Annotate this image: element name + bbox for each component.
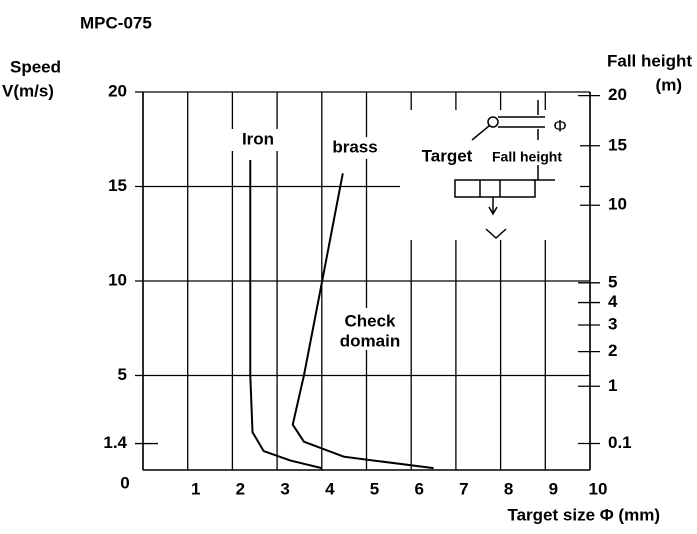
y2-tick-label: 1 — [608, 376, 617, 395]
y-tick-label: 15 — [108, 176, 127, 195]
y2-tick-label: 4 — [608, 292, 618, 311]
y2-tick-label: 20 — [608, 85, 627, 104]
annotation: Φ — [553, 116, 567, 135]
label-background — [325, 137, 385, 159]
x-axis-label: Target size Φ (mm) — [507, 505, 660, 524]
series-label: brass — [332, 137, 377, 156]
line — [291, 173, 434, 470]
y2-tick-label: 10 — [608, 195, 627, 214]
y2-tick-label: 0.1 — [608, 433, 632, 452]
y-tick-label: 1.4 — [103, 433, 127, 452]
annotation: domain — [340, 331, 400, 350]
x-tick-label: 0 — [120, 473, 129, 492]
y2-axis-label: Fall height — [607, 51, 692, 70]
y2-tick-label: 2 — [608, 341, 617, 360]
y2-tick-label: 3 — [608, 314, 617, 333]
annotation: Target — [422, 146, 473, 165]
x-tick-label: 1 — [191, 479, 200, 498]
x-tick-label: 2 — [236, 479, 245, 498]
x-tick-label: 8 — [504, 479, 513, 498]
y2-axis-label: (m) — [656, 75, 682, 94]
y-axis-label: V(m/s) — [2, 81, 54, 100]
x-tick-label: 5 — [370, 479, 379, 498]
annotation: Check — [344, 311, 396, 330]
series-label: Iron — [242, 129, 274, 148]
diagram-icon — [400, 100, 580, 240]
y-tick-label: 5 — [118, 365, 127, 384]
x-tick-label: 6 — [414, 479, 423, 498]
y-axis-label: Speed — [10, 57, 61, 76]
y2-tick-label: 5 — [608, 272, 617, 291]
y-tick-label: 10 — [108, 270, 127, 289]
x-tick-label: 3 — [280, 479, 289, 498]
marks: Iron brass — [228, 129, 434, 470]
chart-title: MPC-075 — [80, 13, 152, 32]
y-tick-label: 20 — [108, 81, 127, 100]
label-background — [323, 308, 407, 350]
x-tick-label: 10 — [589, 479, 608, 498]
y2-tick-label: 15 — [608, 135, 627, 154]
x-tick-label: 9 — [549, 479, 558, 498]
x-tick-label: 4 — [325, 479, 335, 498]
x-tick-label: 7 — [459, 479, 468, 498]
annotation: Fall height — [492, 149, 562, 165]
line — [249, 160, 323, 470]
label-background — [228, 129, 288, 151]
